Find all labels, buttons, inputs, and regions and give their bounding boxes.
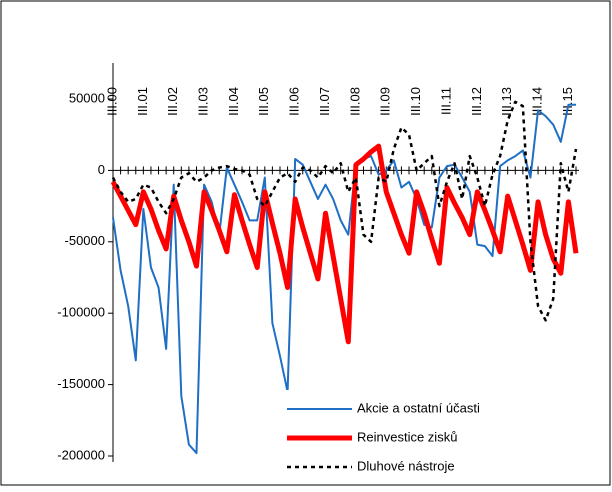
- x-tick-label: III.14: [529, 87, 544, 116]
- x-tick-label: III.02: [165, 87, 180, 116]
- x-tick-label: III.06: [287, 87, 302, 116]
- y-tick-label: 50000: [69, 90, 105, 105]
- x-tick-label: III.03: [196, 87, 211, 116]
- x-tick-label: III.10: [408, 87, 423, 116]
- legend-label: Akcie a ostatní účasti: [357, 400, 480, 415]
- series-line: [112, 103, 576, 455]
- x-tick-label: III.07: [317, 87, 332, 116]
- y-tick-label: -100000: [57, 305, 105, 320]
- x-tick-label: III.13: [499, 87, 514, 116]
- x-tick-label: III.09: [378, 87, 393, 116]
- x-tick-label: III.00: [104, 87, 119, 116]
- x-tick-label: III.12: [469, 87, 484, 116]
- x-tick-label: III.15: [560, 87, 575, 116]
- x-tick-label: III.04: [226, 87, 241, 116]
- y-tick-label: -200000: [57, 447, 105, 462]
- x-tick-label: III.11: [438, 87, 453, 115]
- x-tick-label: III.01: [135, 87, 150, 116]
- y-tick-label: -50000: [65, 233, 105, 248]
- legend-label: Reinvestice zisků: [357, 429, 457, 444]
- series-line: [111, 100, 578, 322]
- legend-label: Dluhové nástroje: [357, 458, 455, 473]
- series-line: [110, 143, 579, 345]
- y-tick-label: -150000: [57, 376, 105, 391]
- x-tick-label: III.05: [256, 87, 271, 116]
- x-tick-label: III.08: [347, 87, 362, 116]
- y-tick-label: 0: [98, 162, 105, 177]
